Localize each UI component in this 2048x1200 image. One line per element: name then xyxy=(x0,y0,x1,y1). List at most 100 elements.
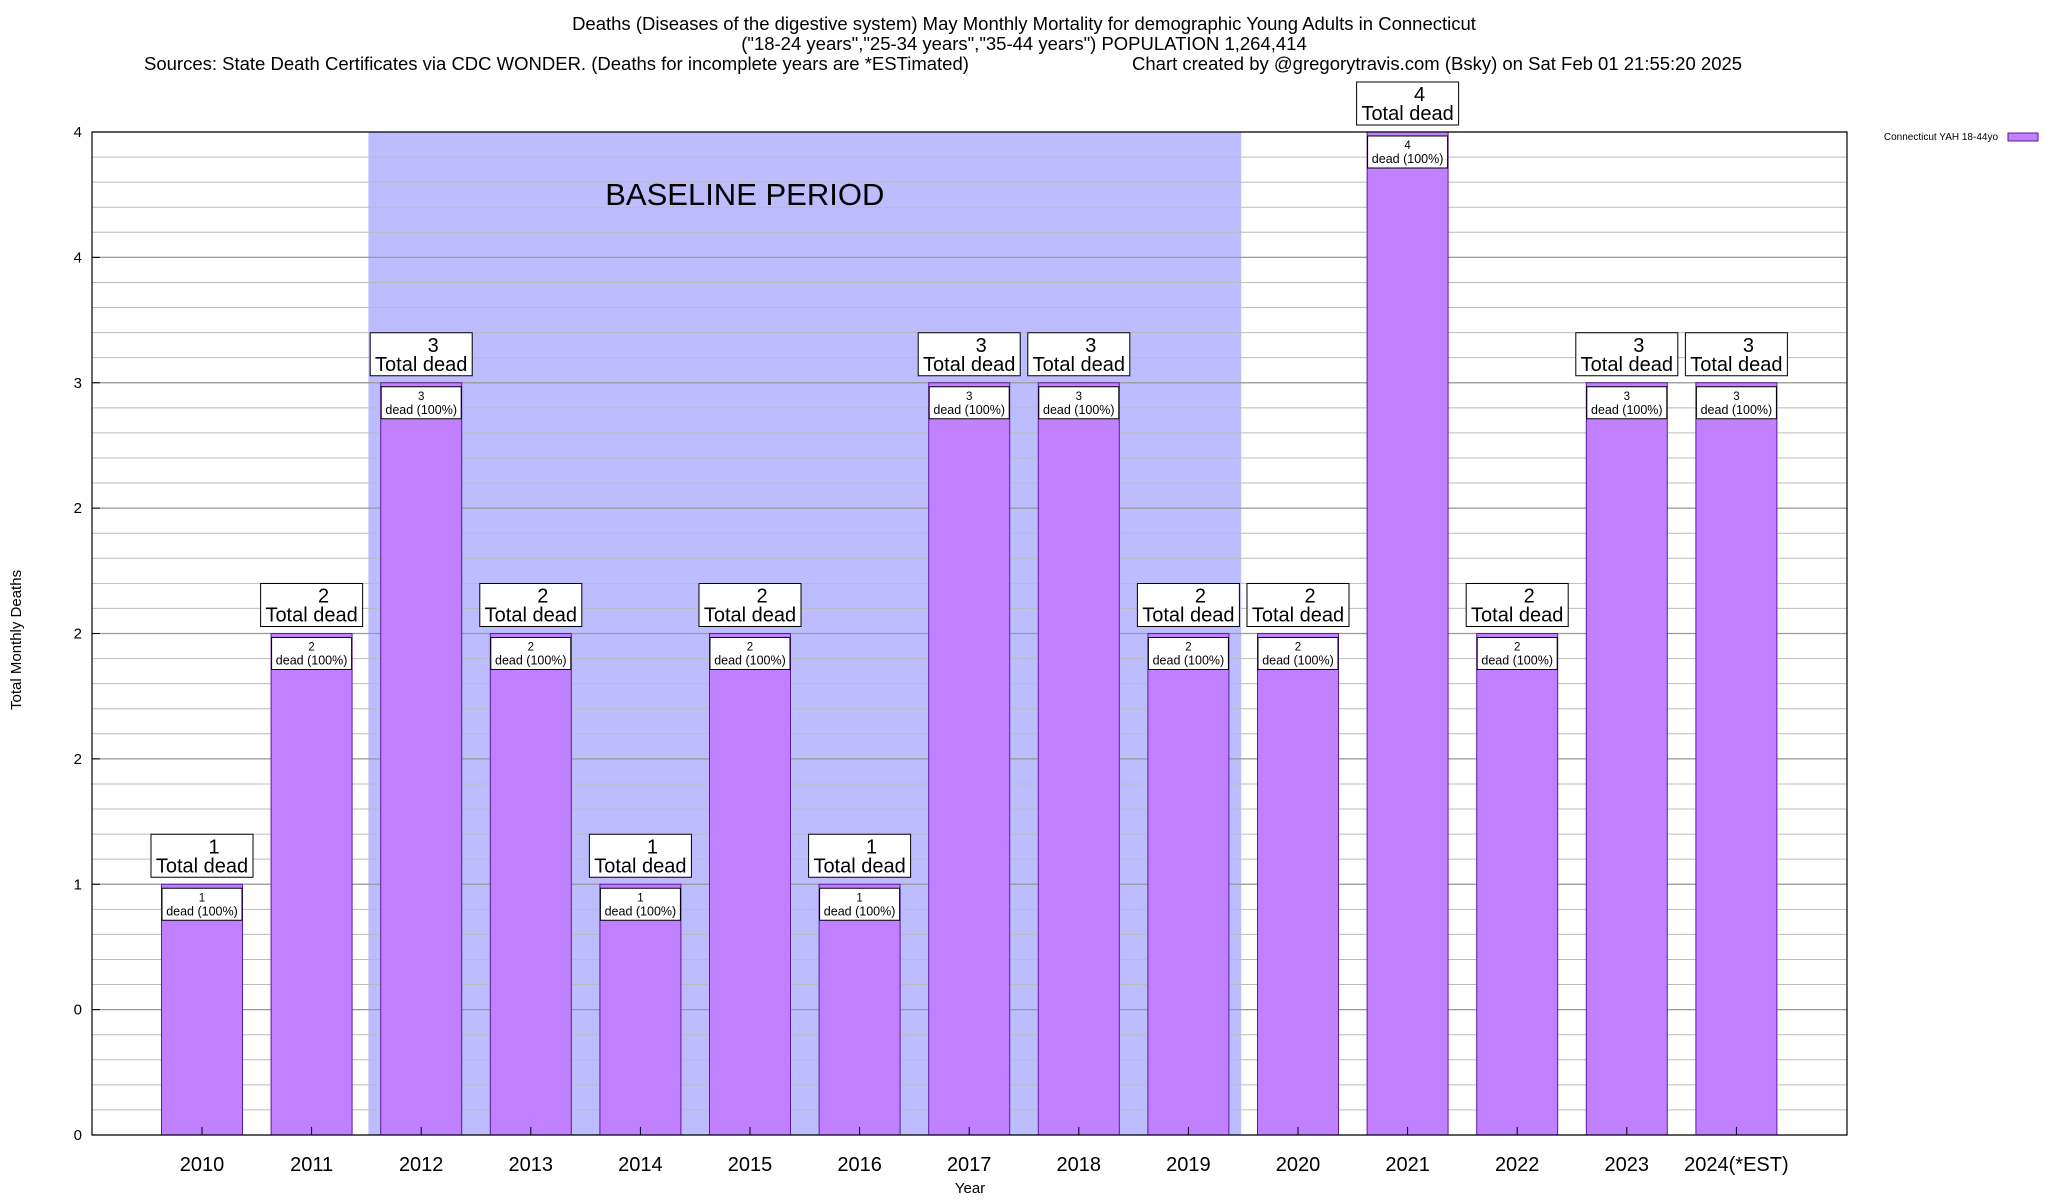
total-label-text: Total dead xyxy=(156,855,248,877)
total-label-count: 3 xyxy=(1743,335,1754,357)
inner-label-box xyxy=(819,887,901,921)
bar xyxy=(1476,633,1559,1136)
total-label-text: Total dead xyxy=(813,855,905,877)
inner-label-count: 1 xyxy=(637,892,643,904)
total-label-box xyxy=(369,332,473,377)
bar xyxy=(1366,131,1449,1136)
inner-label-count: 2 xyxy=(1514,642,1520,654)
total-label-box xyxy=(588,833,692,878)
x-tick-label: 2020 xyxy=(1276,1154,1321,1176)
x-tick-label: 2023 xyxy=(1605,1154,1650,1176)
legend-label: Connecticut YAH 18-44yo xyxy=(1884,132,1999,143)
inner-label-box xyxy=(380,386,462,420)
inner-label-text: dead (100%) xyxy=(1262,654,1334,668)
total-label-text: Total dead xyxy=(704,605,796,627)
x-tick-label: 2017 xyxy=(947,1154,992,1176)
total-label-text: Total dead xyxy=(265,605,357,627)
chart-title: Deaths (Diseases of the digestive system… xyxy=(572,13,1476,34)
total-label-count: 2 xyxy=(1524,586,1535,608)
y-tick-label: 2 xyxy=(74,751,82,768)
total-label-count: 1 xyxy=(208,836,219,858)
x-axis-label: Year xyxy=(954,1180,986,1197)
total-label-count: 2 xyxy=(1195,586,1206,608)
inner-label-text: dead (100%) xyxy=(1372,152,1444,166)
x-tick-label: 2015 xyxy=(728,1154,773,1176)
total-label-box xyxy=(1684,332,1788,377)
total-label-count: 3 xyxy=(428,335,439,357)
bar xyxy=(270,633,353,1136)
x-tick-label: 2014 xyxy=(618,1154,663,1176)
x-tick-label: 2022 xyxy=(1495,1154,1540,1176)
total-label-text: Total dead xyxy=(375,354,467,376)
total-label-box xyxy=(1246,583,1350,627)
inner-label-box xyxy=(709,637,791,670)
bar xyxy=(599,883,682,1136)
y-tick-label: 4 xyxy=(74,124,82,141)
inner-label-box xyxy=(599,887,681,921)
inner-label-text: dead (100%) xyxy=(495,654,567,668)
inner-label-text: dead (100%) xyxy=(1481,654,1553,668)
total-label-box xyxy=(1356,81,1460,126)
x-tick-label: 2013 xyxy=(509,1154,554,1176)
chart-credit: Chart created by @gregorytravis.com (Bsk… xyxy=(1132,53,1743,74)
baseline-period-label: BASELINE PERIOD xyxy=(605,177,884,212)
total-label-box xyxy=(917,332,1021,377)
total-label-box xyxy=(1575,332,1679,377)
bar xyxy=(1585,382,1668,1136)
inner-label-count: 3 xyxy=(418,391,424,403)
y-tick-label: 1 xyxy=(74,876,82,893)
chart-subtitle: ("18-24 years","25-34 years","35-44 year… xyxy=(741,33,1307,54)
bar xyxy=(1695,382,1778,1136)
total-label-text: Total dead xyxy=(1690,354,1782,376)
y-tick-label: 0 xyxy=(74,1002,82,1019)
total-label-box xyxy=(1027,332,1131,377)
inner-label-box xyxy=(1695,386,1777,420)
bar xyxy=(161,883,243,1136)
total-label-box xyxy=(1136,583,1240,627)
inner-label-box xyxy=(1586,386,1668,420)
total-label-count: 2 xyxy=(756,586,767,608)
total-label-box xyxy=(1465,583,1569,627)
inner-label-box xyxy=(490,637,572,670)
bar xyxy=(1147,633,1230,1136)
total-label-box xyxy=(150,833,254,878)
total-label-text: Total dead xyxy=(594,855,686,877)
inner-label-text: dead (100%) xyxy=(166,904,238,918)
inner-label-text: dead (100%) xyxy=(385,403,457,417)
total-label-count: 1 xyxy=(647,836,658,858)
x-tick-label: 2021 xyxy=(1385,1154,1430,1176)
total-label-count: 1 xyxy=(866,836,877,858)
bar xyxy=(1257,633,1339,1136)
x-tick-label: 2024(*EST) xyxy=(1684,1154,1789,1176)
inner-label-box xyxy=(271,637,353,670)
bar xyxy=(1037,382,1120,1136)
inner-label-text: dead (100%) xyxy=(605,904,677,918)
total-label-box xyxy=(260,583,364,627)
total-label-count: 3 xyxy=(1633,335,1644,357)
inner-label-count: 3 xyxy=(1733,391,1739,403)
bar xyxy=(709,633,791,1136)
total-label-text: Total dead xyxy=(1252,605,1344,627)
y-tick-label: 3 xyxy=(74,375,82,392)
inner-label-count: 2 xyxy=(1185,642,1191,654)
legend-swatch xyxy=(2007,132,2039,142)
inner-label-count: 1 xyxy=(856,892,862,904)
total-label-box xyxy=(698,583,802,627)
x-tick-label: 2011 xyxy=(290,1154,333,1176)
bar xyxy=(380,382,463,1136)
bar xyxy=(489,633,572,1136)
total-label-count: 2 xyxy=(1304,586,1315,608)
inner-label-count: 2 xyxy=(308,642,314,654)
inner-label-count: 1 xyxy=(199,892,205,904)
inner-label-count: 3 xyxy=(1624,391,1630,403)
x-tick-label: 2016 xyxy=(837,1154,882,1176)
total-label-text: Total dead xyxy=(923,354,1015,376)
inner-label-box xyxy=(1038,386,1120,420)
x-tick-label: 2010 xyxy=(180,1154,225,1176)
inner-label-count: 4 xyxy=(1404,140,1411,152)
inner-label-text: dead (100%) xyxy=(276,654,348,668)
bar xyxy=(818,883,901,1136)
inner-label-count: 2 xyxy=(747,642,753,654)
total-label-text: Total dead xyxy=(1142,605,1234,627)
